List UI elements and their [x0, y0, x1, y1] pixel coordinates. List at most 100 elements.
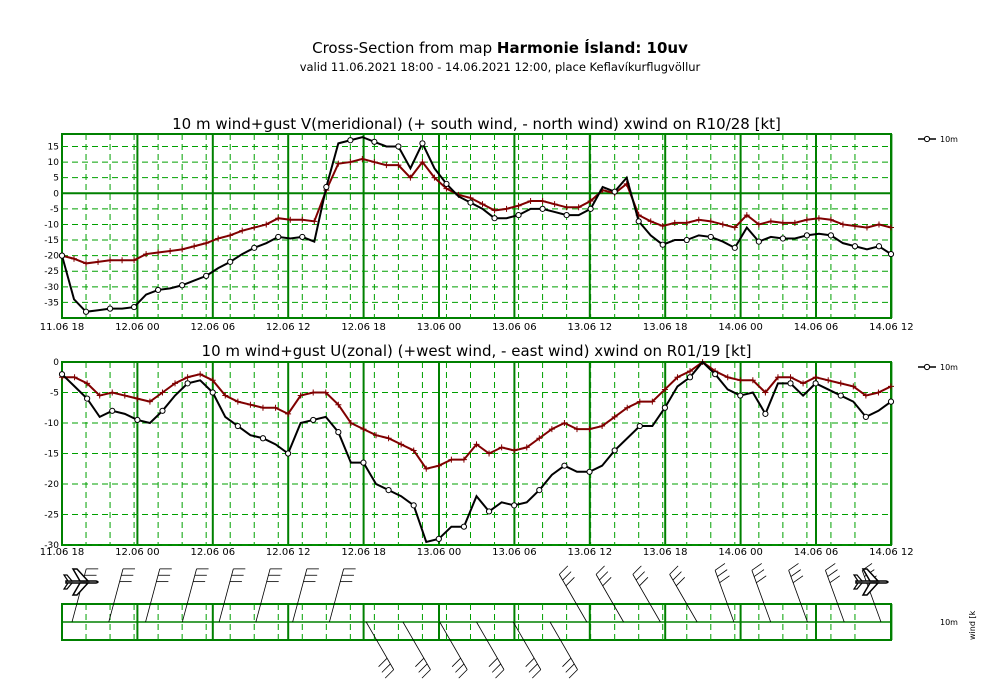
wind-point: [707, 233, 714, 241]
wind-point: [323, 183, 330, 191]
gust-point: [863, 224, 870, 231]
gust-point: [167, 247, 174, 254]
gust-point: [599, 423, 606, 430]
x-tick-label: 14.06 00: [718, 322, 763, 333]
gust-point: [536, 435, 543, 442]
gust-point: [322, 389, 329, 396]
gust-point: [373, 432, 380, 439]
wind-barb-flag: [669, 565, 679, 575]
wind-barb-flag: [753, 569, 765, 577]
wind-barb-flag: [532, 669, 542, 679]
gust-point: [561, 420, 568, 426]
x-tick-label: 14.06 12: [869, 547, 914, 558]
gust-point: [203, 240, 210, 247]
gust-point: [636, 398, 643, 405]
gust-point: [486, 450, 493, 457]
gust-point: [491, 207, 498, 214]
wind-point: [130, 303, 138, 311]
gust-point: [787, 374, 794, 381]
gust-point: [875, 389, 882, 396]
gust-point: [335, 401, 342, 408]
wind-barb-stem: [292, 568, 308, 623]
gust-point: [119, 257, 126, 264]
gust-point: [96, 392, 103, 399]
x-tick-label: 13.06 18: [643, 322, 688, 333]
wind-barb-stem: [825, 570, 845, 623]
wind-barb-stem: [751, 570, 772, 623]
wind-barb-flag: [565, 663, 575, 673]
gust-point: [523, 444, 530, 451]
gust-point: [395, 162, 402, 169]
y-tick-label: -25: [44, 267, 59, 277]
gust-point: [791, 219, 798, 226]
gust-point: [839, 221, 846, 228]
gust-point: [888, 224, 894, 231]
gust-point: [209, 377, 216, 384]
wind-point: [511, 502, 518, 509]
main-title-bold: Harmonie Ísland: 10uv: [496, 39, 688, 57]
subtitle: valid 11.06.2021 18:00 - 14.06.2021 12:0…: [299, 60, 701, 74]
wind-barb-flag: [602, 577, 612, 587]
wind-point: [536, 487, 543, 494]
wind-point: [803, 232, 810, 239]
wind-point: [755, 238, 762, 245]
wind-barb-flag: [639, 577, 649, 587]
wind-barb-flag: [451, 657, 461, 667]
gust-point: [247, 401, 254, 408]
wind-barb-flag: [632, 565, 642, 575]
y-tick-label: 15: [48, 142, 59, 152]
x-tick-label: 12.06 12: [266, 547, 311, 558]
wind-point: [887, 398, 895, 405]
wind-point: [347, 137, 354, 144]
gust-point: [143, 251, 150, 258]
wind-point: [827, 232, 835, 239]
gust-point: [661, 386, 668, 393]
gust-point: [731, 224, 738, 231]
wind-point: [659, 241, 666, 248]
gust-point: [191, 243, 198, 250]
wind-point: [155, 286, 162, 294]
gust-point: [285, 410, 292, 417]
gust-point: [515, 202, 522, 209]
wind-point: [234, 422, 241, 430]
wind-point: [209, 389, 216, 396]
gust-point: [460, 456, 467, 463]
wind-barb-stem: [861, 570, 882, 623]
wind-barb-flag: [714, 563, 726, 571]
wind-barb-flag: [719, 575, 730, 584]
gust-point: [121, 392, 128, 399]
gust-point: [743, 212, 750, 219]
wind-point: [661, 404, 669, 411]
gust-point: [197, 371, 204, 378]
gust-point: [347, 159, 354, 166]
wind-barb-flag: [528, 663, 538, 673]
gust-point: [435, 462, 442, 469]
wind-point: [561, 462, 568, 469]
wind-point: [410, 502, 417, 509]
gust-point: [624, 404, 631, 411]
x-tick-label: 13.06 06: [492, 322, 537, 333]
wind-point: [385, 487, 392, 494]
wind-point: [731, 244, 738, 251]
wind-point: [837, 392, 844, 399]
wind-point: [109, 407, 116, 414]
wind-barb-stem: [181, 568, 197, 623]
y-tick-label: -10: [44, 419, 59, 429]
gust-point: [563, 204, 570, 211]
legend-label: 10m: [940, 135, 958, 144]
wind-point: [310, 416, 317, 424]
gust-point: [275, 215, 282, 222]
wind-barb-flag: [488, 657, 498, 667]
gust-point: [107, 257, 114, 264]
wind-point: [611, 188, 618, 195]
wind-point: [435, 535, 442, 543]
gust-point: [527, 198, 534, 205]
gust-point: [762, 389, 769, 396]
panel-title: 10 m wind+gust U(zonal) (+west wind, - e…: [202, 342, 752, 360]
wind-point: [683, 236, 690, 244]
wind-point: [395, 143, 402, 150]
wind-point: [636, 422, 643, 430]
x-tick-label: 14.06 06: [794, 547, 839, 558]
gust-point: [473, 441, 480, 448]
title-block: Cross-Section from map Harmonie Ísland: …: [0, 38, 1000, 75]
